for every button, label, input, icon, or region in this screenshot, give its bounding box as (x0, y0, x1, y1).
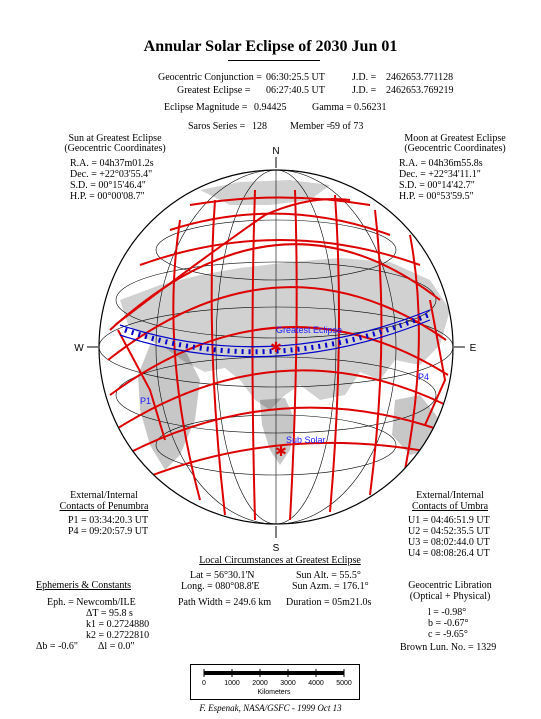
ephemeris-heading: Ephemeris & Constants (36, 580, 131, 591)
ephemeris-db: Δb = -0.6" (36, 641, 78, 652)
ephemeris-eph: Eph. = Newcomb/ILE (47, 597, 136, 608)
member-label: Member = (290, 121, 333, 132)
moon-ra: R.A. = 04h36m55.8s (399, 158, 483, 169)
greatest-eclipse-label: Greatest Eclipse (276, 325, 342, 335)
geo-conj-jd: 2462653.771128 (386, 72, 454, 83)
local-heading: Local Circumstances at Greatest Eclipse (199, 555, 361, 566)
sun-heading: Sun at Greatest Eclipse (68, 133, 162, 144)
title-underline (228, 60, 320, 61)
magnitude-label: Eclipse Magnitude = (164, 102, 248, 113)
scale-tick-1: 1000 (224, 680, 240, 687)
scale-tick-2: 2000 (252, 680, 268, 687)
ephemeris-k2: k2 = 0.2722810 (86, 630, 150, 641)
local-path-width: Path Width = 249.6 km (178, 597, 272, 608)
gamma-value: 0.56231 (354, 102, 387, 113)
magnitude-value: 0.94425 (254, 102, 287, 113)
sun-ra: R.A. = 04h37m01.2s (70, 158, 154, 169)
moon-dec: Dec. = +22°34'11.1" (399, 169, 481, 180)
scale-bar: 0 1000 2000 3000 4000 5000 Kilometers (202, 669, 352, 696)
greatest-eclipse-marker-icon: ✱ (270, 339, 282, 355)
ephemeris-dt: ΔT = 95.8 s (86, 608, 133, 619)
scale-box (190, 664, 360, 700)
land-masses (120, 180, 450, 470)
sun-dec: Dec. = +22°03'55.4" (70, 169, 153, 180)
greatest-jd: 2462653.769219 (386, 85, 454, 96)
greatest-time: 06:27:40.5 UT (266, 85, 325, 96)
scale-tick-3: 3000 (280, 680, 296, 687)
sun-hp: H.P. = 00°00'08.7" (70, 191, 145, 202)
penumbra-heading: External/Internal (70, 490, 138, 501)
penumbra-subheading: Contacts of Penumbra (59, 501, 149, 512)
graticule (99, 170, 453, 524)
moon-sd: S.D. = 00°14'42.7" (399, 180, 475, 191)
umbra-u1: U1 = 04:46:51.9 UT (408, 515, 490, 526)
scale-tick-5: 5000 (336, 680, 352, 687)
geo-conj-label: Geocentric Conjunction = (158, 72, 262, 83)
p4-label: P4 (418, 372, 429, 382)
moon-subheading: (Geocentric Coordinates) (404, 143, 506, 154)
scale-tick-0: 0 (202, 680, 206, 687)
member-value: 59 of 73 (330, 121, 364, 132)
sun-subheading: (Geocentric Coordinates) (64, 143, 166, 154)
west-label: W (74, 343, 84, 354)
libration-b: b = -0.67° (428, 618, 469, 629)
scale-bar-fill (204, 671, 344, 675)
penumbra-p4: P4 = 09:20:57.9 UT (68, 526, 149, 537)
eclipse-curves (107, 189, 449, 521)
east-label: E (470, 343, 477, 354)
local-lat: Lat = 56°30.1'N (190, 570, 255, 581)
umbra-u2: U2 = 04:52:35.5 UT (408, 526, 490, 537)
umbra-u4: U4 = 08:08:26.4 UT (408, 548, 490, 559)
ephemeris-k1: k1 = 0.2724880 (86, 619, 150, 630)
umbra-subheading: Contacts of Umbra (411, 501, 489, 512)
geo-conj-time: 06:30:25.5 UT (266, 72, 325, 83)
libration-subheading: (Optical + Physical) (409, 591, 491, 602)
p1-label: P1 (140, 396, 151, 406)
north-label: N (272, 146, 279, 157)
libration-heading: Geocentric Libration (408, 580, 492, 591)
ephemeris-dl: Δl = 0.0" (98, 641, 135, 652)
penumbra-p1: P1 = 03:34:20.3 UT (68, 515, 149, 526)
saros-value: 128 (252, 121, 267, 132)
moon-hp: H.P. = 00°53'59.5" (399, 191, 474, 202)
gamma-label: Gamma = (312, 102, 352, 113)
credit-line: F. Espenak, NASA/GSFC - 1999 Oct 13 (199, 703, 342, 713)
local-sun-azm: Sun Azm. = 176.1° (292, 581, 369, 592)
sun-sd: S.D. = 00°15'46.4" (70, 180, 146, 191)
saros-label: Saros Series = (188, 121, 246, 132)
greatest-label: Greatest Eclipse = (177, 85, 251, 96)
umbra-heading: External/Internal (416, 490, 484, 501)
scale-unit: Kilometers (257, 689, 291, 696)
central-path (119, 309, 431, 358)
scale-tick-4: 4000 (308, 680, 324, 687)
sub-solar-label: Sub Solar (286, 435, 326, 445)
south-label: S (273, 543, 280, 554)
scale-ticks (203, 669, 345, 677)
moon-heading: Moon at Greatest Eclipse (404, 133, 506, 144)
greatest-jd-label: J.D. = (352, 85, 377, 96)
libration-c: c = -9.65° (428, 629, 468, 640)
local-long: Long. = 080°08.8'E (181, 581, 260, 592)
libration-l: l = -0.98° (428, 607, 467, 618)
local-duration: Duration = 05m21.0s (286, 597, 372, 608)
globe-outline (98, 169, 454, 525)
local-sun-alt: Sun Alt. = 55.5° (296, 570, 361, 581)
umbra-u3: U3 = 08:02:44.0 UT (408, 537, 490, 548)
page-title: Annular Solar Eclipse of 2030 Jun 01 (143, 38, 398, 55)
brown-lunation: Brown Lun. No. = 1329 (400, 642, 497, 653)
sub-solar-marker-icon: ✱ (275, 443, 287, 459)
geo-conj-jd-label: J.D. = (352, 72, 377, 83)
